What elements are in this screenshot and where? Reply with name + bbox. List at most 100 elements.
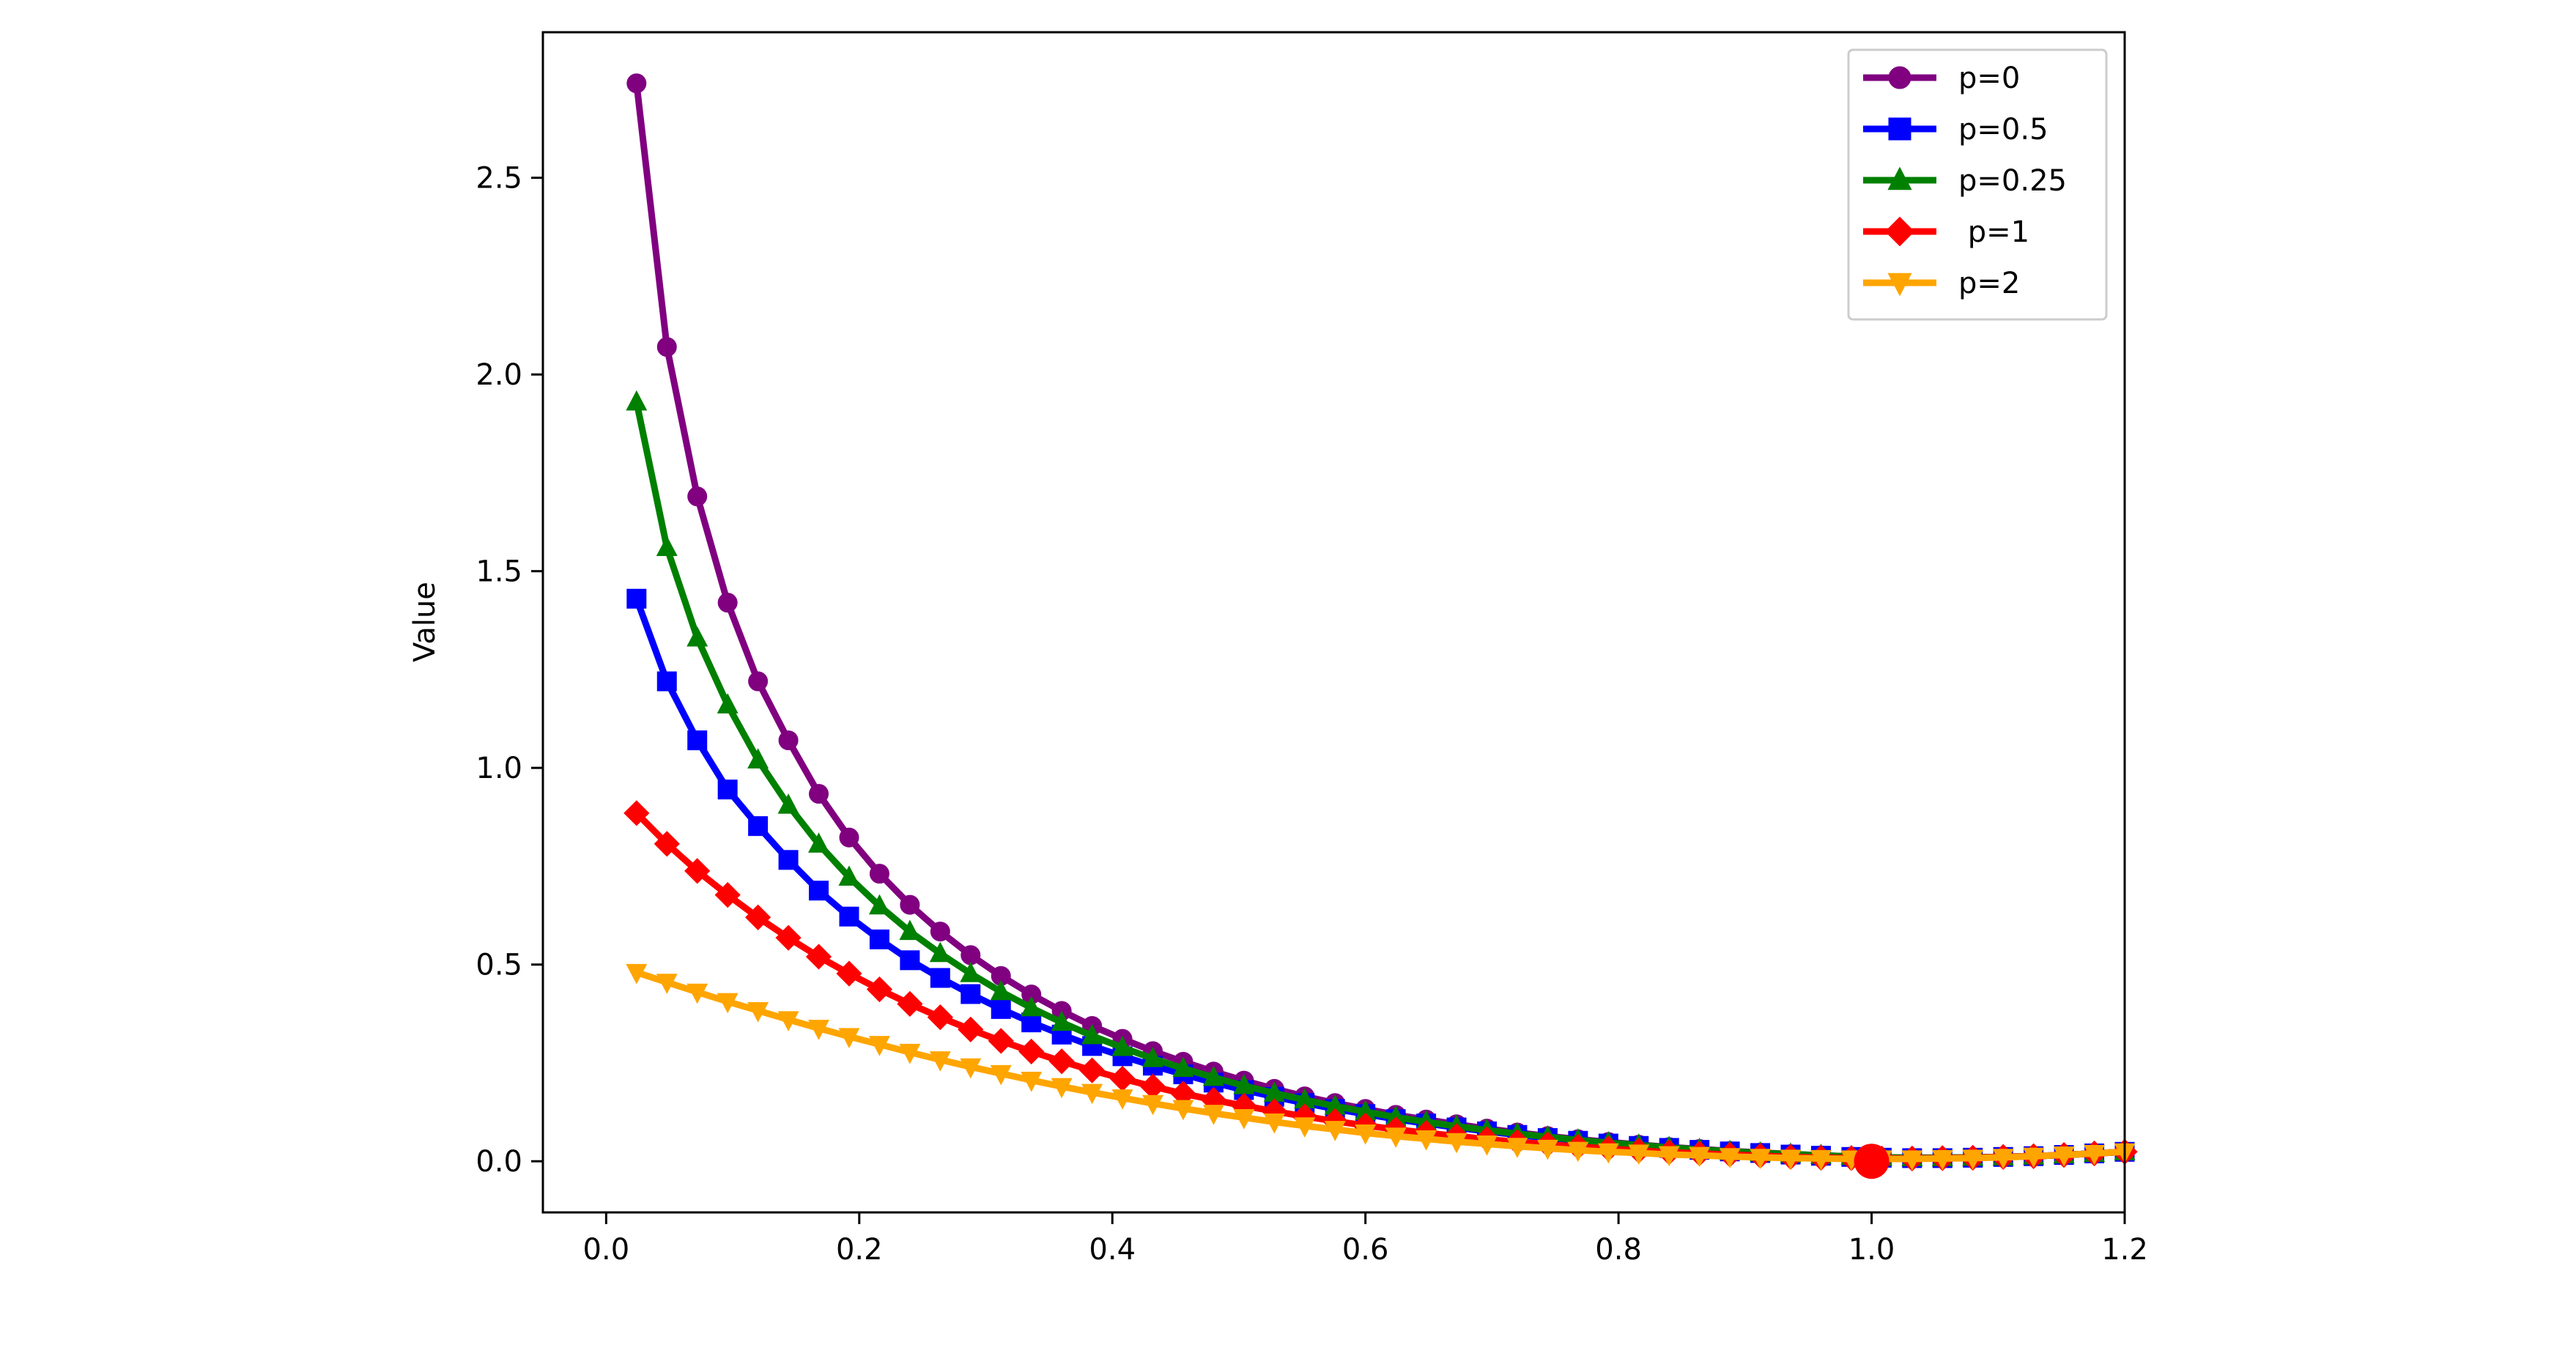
data-point xyxy=(868,1036,890,1056)
y-tick-label: 2.0 xyxy=(475,358,522,392)
data-point xyxy=(656,536,678,557)
data-point xyxy=(1142,1094,1163,1116)
y-axis-label: Value xyxy=(408,582,442,662)
data-point xyxy=(2084,1144,2106,1166)
legend-label: p=1 xyxy=(1958,215,2029,249)
legend-item: p=1 xyxy=(1863,215,2029,249)
x-tick-label: 1.0 xyxy=(1848,1233,1895,1267)
data-point xyxy=(1567,1141,1589,1163)
legend-marker xyxy=(1884,216,1915,247)
data-point xyxy=(991,998,1011,1019)
legend-item: p=0.5 xyxy=(1863,113,2048,147)
data-point xyxy=(899,1043,921,1064)
data-point xyxy=(1078,1057,1106,1083)
data-point xyxy=(1962,1149,1984,1170)
data-point xyxy=(656,337,677,357)
data-point xyxy=(747,748,769,768)
data-point xyxy=(717,693,739,714)
data-point xyxy=(1536,1139,1558,1160)
data-point xyxy=(717,593,738,613)
data-point xyxy=(809,881,829,901)
data-point xyxy=(839,827,859,848)
data-point xyxy=(960,962,982,982)
data-point xyxy=(927,1004,953,1031)
x-tick-label: 0.4 xyxy=(1089,1233,1136,1267)
data-point xyxy=(1172,1056,1194,1078)
y-tick-label: 0.0 xyxy=(475,1145,522,1179)
data-point xyxy=(654,831,680,857)
data-point xyxy=(958,1016,984,1042)
legend-label: p=0.5 xyxy=(1958,113,2048,147)
data-point xyxy=(1810,1149,1832,1171)
data-point xyxy=(745,904,771,930)
data-point xyxy=(990,979,1012,1001)
x-tick-label: 1.2 xyxy=(2101,1233,2148,1267)
y-tick-label: 1.5 xyxy=(475,555,522,589)
data-point xyxy=(656,974,678,994)
data-point xyxy=(626,588,647,609)
data-point xyxy=(1051,1078,1073,1099)
legend-item: p=0 xyxy=(1863,62,2020,95)
data-point xyxy=(869,864,889,884)
legend-item: p=2 xyxy=(1863,267,2020,300)
data-point xyxy=(777,793,799,814)
data-point xyxy=(1051,1010,1073,1031)
legend-frame xyxy=(1847,48,2108,321)
highlight-layer xyxy=(1854,1144,1890,1179)
data-point xyxy=(684,858,711,884)
y-axis: 0.0 0.5 1.0 1.5 2.0 2.5 xyxy=(475,162,543,1179)
series-line xyxy=(633,809,2128,1162)
series-4 xyxy=(626,963,2136,1171)
data-point xyxy=(929,1051,951,1072)
data-point xyxy=(717,993,739,1014)
data-point xyxy=(623,800,650,826)
data-point xyxy=(2053,1146,2075,1167)
data-point xyxy=(1081,1023,1103,1045)
data-point xyxy=(961,984,981,1004)
data-point xyxy=(808,832,830,853)
data-point xyxy=(626,963,648,985)
data-point xyxy=(836,960,862,987)
x-tick-label: 0.0 xyxy=(583,1233,630,1267)
data-point xyxy=(1415,1130,1437,1151)
data-point xyxy=(747,1001,769,1023)
data-point xyxy=(1719,1148,1741,1168)
data-point xyxy=(1385,1127,1407,1148)
data-point xyxy=(1476,1135,1498,1156)
y-tick-label: 0.5 xyxy=(475,949,522,982)
data-point xyxy=(899,919,921,941)
legend-marker xyxy=(1887,273,1912,297)
data-point xyxy=(809,784,829,804)
legend-item: p=0.25 xyxy=(1863,164,2067,198)
data-point xyxy=(1111,1089,1133,1110)
data-point xyxy=(748,816,769,837)
series-line xyxy=(633,968,2128,1163)
data-point xyxy=(1021,1072,1043,1092)
data-point xyxy=(1780,1149,1802,1170)
highlight-point xyxy=(1854,1144,1890,1179)
x-tick-label: 0.8 xyxy=(1595,1233,1642,1267)
data-point xyxy=(900,894,920,915)
data-point xyxy=(1597,1143,1619,1164)
data-point xyxy=(866,976,893,1003)
data-point xyxy=(2023,1147,2045,1168)
data-point xyxy=(775,925,802,951)
data-point xyxy=(1111,1035,1133,1056)
data-point xyxy=(1689,1146,1711,1168)
legend-marker xyxy=(1888,117,1911,141)
data-point xyxy=(626,73,647,94)
data-point xyxy=(960,1058,982,1079)
y-tick-label: 1.0 xyxy=(475,752,522,785)
data-point xyxy=(988,1028,1014,1054)
axes-frame xyxy=(541,31,2126,1214)
legend-label: p=2 xyxy=(1958,267,2020,300)
data-point xyxy=(1901,1150,1923,1171)
data-point xyxy=(777,1011,799,1031)
data-point xyxy=(1109,1065,1136,1092)
data-point xyxy=(714,882,741,908)
data-point xyxy=(805,944,832,970)
legend: p=0 p=0.5 p=0.25 p=1 p=2 xyxy=(1847,48,2108,321)
data-point xyxy=(1202,1065,1224,1086)
x-tick-label: 0.6 xyxy=(1342,1233,1389,1267)
data-point xyxy=(839,906,859,927)
